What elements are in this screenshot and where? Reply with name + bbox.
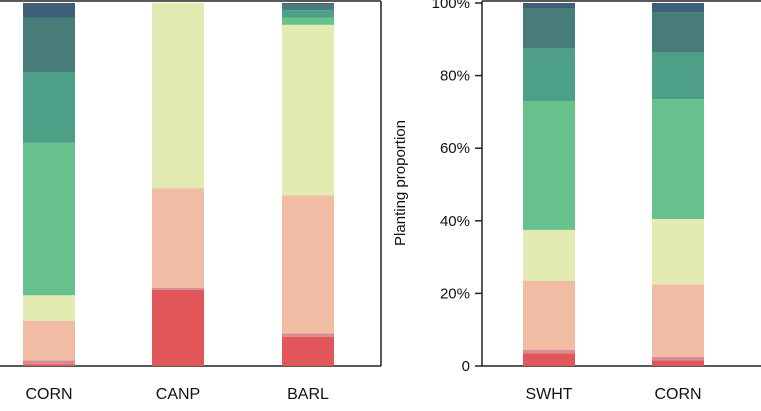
left-panel: CORN CANP BARL: [0, 0, 382, 403]
left-bars: [23, 3, 334, 366]
bar-segment-canp-1: [152, 287, 204, 290]
bar-segment-barl-3: [282, 24, 334, 196]
bar-segment-swht-6: [523, 8, 575, 49]
bar-segment-corn-0: [23, 364, 75, 366]
category-label-barl: BARL: [287, 386, 329, 403]
category-label-corn: CORN: [25, 386, 72, 403]
bar-segment-corn-5: [652, 52, 704, 100]
right-category-labels: SWHT CORN: [525, 386, 701, 403]
right-panel: SWHT CORN 0 20% 40% 60% 80% 100% Planting prop…: [392, 0, 761, 403]
y-tick-label: 80%: [440, 68, 470, 85]
bar-segment-swht-4: [523, 101, 575, 230]
bar-segment-swht-0: [523, 353, 575, 366]
right-bars: [523, 3, 704, 366]
bar-segment-corn-0: [652, 360, 704, 366]
bar-segment-swht-1: [523, 349, 575, 354]
y-tick-label: 60%: [440, 140, 470, 157]
bar-segment-barl-5: [282, 10, 334, 18]
bar-segment-corn-6: [23, 17, 75, 72]
bar-segment-corn-1: [652, 356, 704, 361]
bar-segment-barl-7: [282, 3, 334, 5]
bar-segment-barl-1: [282, 333, 334, 337]
bar-segment-canp-0: [152, 289, 204, 366]
category-label-corn: CORN: [654, 386, 701, 403]
bar-segment-corn-7: [23, 3, 75, 18]
bar-segment-swht-3: [523, 229, 575, 281]
bar-segment-swht-7: [523, 3, 575, 9]
y-axis-title: Planting proportion: [392, 120, 409, 246]
bar-segment-swht-2: [523, 280, 575, 350]
bar-segment-corn-2: [652, 284, 704, 357]
right-y-ticks: 0 20% 40% 60% 80% 100%: [432, 0, 482, 375]
left-category-labels: CORN CANP BARL: [25, 386, 329, 403]
bar-segment-corn-3: [23, 295, 75, 321]
bar-segment-corn-1: [23, 360, 75, 365]
bar-segment-canp-2: [152, 188, 204, 288]
y-tick-label: 100%: [432, 0, 470, 12]
bar-segment-swht-5: [523, 48, 575, 102]
bar-segment-corn-7: [652, 3, 704, 13]
bar-segment-barl-2: [282, 195, 334, 334]
bar-segment-corn-4: [23, 142, 75, 296]
bar-segment-corn-6: [652, 12, 704, 53]
category-label-swht: SWHT: [525, 386, 572, 403]
bar-segment-corn-3: [652, 218, 704, 285]
category-label-canp: CANP: [156, 386, 200, 403]
y-tick-label: 0: [462, 358, 470, 375]
bar-segment-corn-2: [23, 320, 75, 361]
y-tick-label: 20%: [440, 285, 470, 302]
bar-segment-canp-3: [152, 3, 204, 189]
bar-segment-corn-5: [23, 71, 75, 143]
y-tick-label: 40%: [440, 213, 470, 230]
bar-segment-barl-4: [282, 17, 334, 25]
bar-segment-barl-6: [282, 4, 334, 11]
bar-segment-corn-4: [652, 99, 704, 219]
bar-segment-barl-0: [282, 336, 334, 366]
